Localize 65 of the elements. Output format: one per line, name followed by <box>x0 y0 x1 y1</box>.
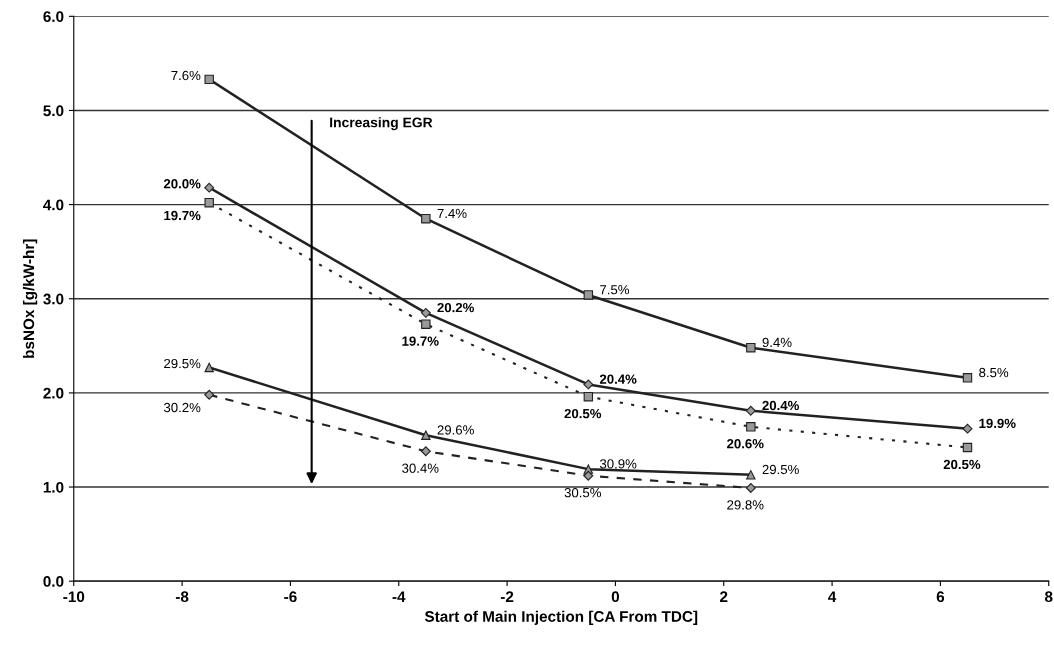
point <box>421 319 431 329</box>
annotation: 29.8% <box>727 500 764 510</box>
point <box>420 446 431 457</box>
x-axis-title: Start of Main Injection [CA From TDC] <box>424 610 698 625</box>
point <box>583 391 594 402</box>
x-tick-label: 4 <box>828 591 837 602</box>
point <box>421 214 431 224</box>
point <box>204 198 214 208</box>
annotation: Increasing EGR <box>330 117 433 131</box>
annotation: 29.5% <box>762 464 799 475</box>
point <box>745 405 756 416</box>
point <box>746 422 756 432</box>
annotation: 7.4% <box>437 208 467 219</box>
annotation: 9.4% <box>762 337 792 348</box>
y-tick-label: 1.0 <box>43 481 64 493</box>
point <box>746 342 756 353</box>
annotation: 20.2% <box>437 302 475 313</box>
point <box>583 379 594 390</box>
point <box>962 373 973 383</box>
annotation: 20.4% <box>762 400 799 411</box>
annotation: 29.6% <box>437 425 474 435</box>
point <box>204 389 215 400</box>
x-tick-label: 0 <box>611 591 620 603</box>
y-tick-label: 0.0 <box>43 576 64 587</box>
annotation: 8.5% <box>979 367 1009 378</box>
x-tick-label: -2 <box>500 591 514 602</box>
annotation: 30.2% <box>163 402 201 413</box>
point <box>746 470 756 480</box>
annotation: 30.9% <box>599 459 637 469</box>
annotation: 20.6% <box>727 439 764 449</box>
point <box>745 482 756 493</box>
annotation: 19.7% <box>402 336 439 346</box>
annotation: 20.5% <box>564 408 602 419</box>
annotation: 7.5% <box>600 285 630 295</box>
point <box>421 430 431 440</box>
y-tick-label: 6.0 <box>43 11 64 23</box>
point <box>583 290 594 300</box>
point <box>204 74 214 85</box>
point <box>962 442 973 453</box>
point <box>420 307 431 318</box>
point <box>204 362 214 373</box>
annotation: 30.5% <box>564 487 602 498</box>
annotation: 20.5% <box>943 459 981 470</box>
annotation: 19.7% <box>164 210 201 221</box>
x-tick-label: -4 <box>392 591 406 602</box>
x-tick-label: -10 <box>63 591 85 603</box>
x-tick-label: 8 <box>1044 591 1053 603</box>
y-tick-label: 3.0 <box>43 293 64 305</box>
x-tick-label: 6 <box>936 591 945 603</box>
y-tick-label: 2.0 <box>43 387 64 399</box>
x-tick-label: -8 <box>175 591 189 603</box>
annotation: 20.0% <box>163 179 201 189</box>
x-tick-label: 2 <box>720 591 728 602</box>
annotation: 19.9% <box>979 418 1016 429</box>
y-tick-label: 5.0 <box>43 105 64 117</box>
point <box>583 470 594 481</box>
annotation: 7.6% <box>171 70 201 81</box>
point <box>962 423 973 434</box>
annotation: 20.4% <box>599 374 637 384</box>
x-tick-label: -6 <box>284 591 297 603</box>
point <box>204 182 215 193</box>
y-axis-title: bsNOx [g/kW-hr] <box>22 239 38 358</box>
annotation: 29.5% <box>164 358 201 369</box>
y-tick-label: 4.0 <box>43 199 64 211</box>
annotation: 30.4% <box>402 463 439 473</box>
